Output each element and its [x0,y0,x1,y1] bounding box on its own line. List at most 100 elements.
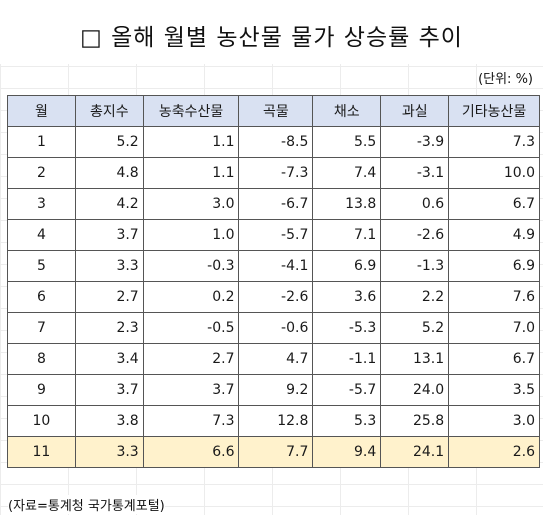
cell-total-index: 5.2 [74,126,144,158]
price-table: 월 총지수 농축수산물 곡물 채소 과실 기타농산물 1 5.2 1.1 -8.5 5.5 -3.9 7… [7,95,540,468]
cell-grain: 9.2 [238,374,314,406]
cell-total-index: 3.4 [74,343,144,375]
cell-grain: -5.7 [238,219,314,251]
cell-fruit: -3.1 [380,157,450,189]
cell-grain: -8.5 [238,126,314,158]
cell-fruit: 25.8 [380,405,450,437]
cell-other-agri: 3.0 [448,405,540,437]
cell-total-index: 4.2 [74,188,144,220]
cell-month: 6 [7,281,76,313]
table-row: 3 4.2 3.0 -6.7 13.8 0.6 6.7 [7,188,540,220]
cell-fruit: -2.6 [380,219,450,251]
cell-fruit: 2.2 [380,281,450,313]
cell-vegetable: 7.4 [312,157,382,189]
column-header-total-index: 총지수 [74,95,144,127]
cell-other-agri: 7.0 [448,312,540,344]
cell-month: 3 [7,188,76,220]
cell-month: 8 [7,343,76,375]
table-row: 2 4.8 1.1 -7.3 7.4 -3.1 10.0 [7,157,540,189]
cell-vegetable: 13.8 [312,188,382,220]
cell-vegetable: 7.1 [312,219,382,251]
cell-vegetable: 6.9 [312,250,382,282]
table-row: 1 5.2 1.1 -8.5 5.5 -3.9 7.3 [7,126,540,158]
cell-other-agri: 7.6 [448,281,540,313]
cell-month: 10 [7,405,76,437]
cell-grain: 7.7 [238,436,314,468]
table-row: 7 2.3 -0.5 -0.6 -5.3 5.2 7.0 [7,312,540,344]
cell-vegetable: 5.5 [312,126,382,158]
table-row: 10 3.8 7.3 12.8 5.3 25.8 3.0 [7,405,540,437]
cell-vegetable: -5.3 [312,312,382,344]
table-row: 9 3.7 3.7 9.2 -5.7 24.0 3.5 [7,374,540,406]
cell-month: 11 [7,436,76,468]
cell-agri-livestock-fish: 3.0 [142,188,240,220]
cell-total-index: 3.8 [74,405,144,437]
column-header-agri-livestock-fish: 농축수산물 [142,95,240,127]
cell-fruit: 24.1 [380,436,450,468]
cell-fruit: 5.2 [380,312,450,344]
cell-agri-livestock-fish: 2.7 [142,343,240,375]
cell-fruit: 24.0 [380,374,450,406]
cell-vegetable: 9.4 [312,436,382,468]
table-row: 11 3.3 6.6 7.7 9.4 24.1 2.6 [7,436,540,468]
cell-total-index: 3.7 [74,374,144,406]
cell-agri-livestock-fish: 1.1 [142,126,240,158]
cell-agri-livestock-fish: 1.1 [142,157,240,189]
cell-total-index: 3.3 [74,250,144,282]
cell-grain: -4.1 [238,250,314,282]
cell-fruit: -1.3 [380,250,450,282]
cell-other-agri: 10.0 [448,157,540,189]
cell-agri-livestock-fish: 3.7 [142,374,240,406]
cell-grain: 4.7 [238,343,314,375]
cell-grain: -0.6 [238,312,314,344]
cell-fruit: 13.1 [380,343,450,375]
cell-month: 9 [7,374,76,406]
cell-fruit: 0.6 [380,188,450,220]
table-header-row: 월 총지수 농축수산물 곡물 채소 과실 기타농산물 [7,95,540,127]
cell-grain: 12.8 [238,405,314,437]
cell-other-agri: 6.7 [448,343,540,375]
column-header-other-agri: 기타농산물 [448,95,540,127]
cell-agri-livestock-fish: -0.5 [142,312,240,344]
cell-agri-livestock-fish: 6.6 [142,436,240,468]
table-row: 5 3.3 -0.3 -4.1 6.9 -1.3 6.9 [7,250,540,282]
cell-grain: -7.3 [238,157,314,189]
table-row: 4 3.7 1.0 -5.7 7.1 -2.6 4.9 [7,219,540,251]
unit-label: (단위: %) [478,68,533,87]
cell-other-agri: 4.9 [448,219,540,251]
cell-total-index: 2.3 [74,312,144,344]
cell-other-agri: 3.5 [448,374,540,406]
cell-grain: -2.6 [238,281,314,313]
cell-total-index: 4.8 [74,157,144,189]
column-header-fruit: 과실 [380,95,450,127]
cell-total-index: 2.7 [74,281,144,313]
column-header-grain: 곡물 [238,95,314,127]
cell-agri-livestock-fish: 0.2 [142,281,240,313]
page-title: □ 올해 월별 농산물 물가 상승률 추이 [80,25,463,51]
cell-total-index: 3.7 [74,219,144,251]
cell-month: 4 [7,219,76,251]
cell-fruit: -3.9 [380,126,450,158]
cell-grain: -6.7 [238,188,314,220]
cell-total-index: 3.3 [74,436,144,468]
cell-month: 7 [7,312,76,344]
cell-agri-livestock-fish: -0.3 [142,250,240,282]
cell-vegetable: -5.7 [312,374,382,406]
title-area: □ 올해 월별 농산물 물가 상승률 추이 [0,0,543,64]
cell-other-agri: 6.9 [448,250,540,282]
table-row: 6 2.7 0.2 -2.6 3.6 2.2 7.6 [7,281,540,313]
cell-agri-livestock-fish: 1.0 [142,219,240,251]
column-header-vegetable: 채소 [312,95,382,127]
cell-month: 5 [7,250,76,282]
cell-other-agri: 6.7 [448,188,540,220]
cell-other-agri: 7.3 [448,126,540,158]
cell-vegetable: -1.1 [312,343,382,375]
cell-other-agri: 2.6 [448,436,540,468]
cell-agri-livestock-fish: 7.3 [142,405,240,437]
table-row: 8 3.4 2.7 4.7 -1.1 13.1 6.7 [7,343,540,375]
cell-month: 2 [7,157,76,189]
source-note: (자료=통계청 국가통계포털) [8,495,165,514]
column-header-month: 월 [7,95,76,127]
table-body: 1 5.2 1.1 -8.5 5.5 -3.9 7.3 2 4.8 1.1 -7.3 7.4 -3.1 1… [7,126,540,468]
cell-vegetable: 5.3 [312,405,382,437]
